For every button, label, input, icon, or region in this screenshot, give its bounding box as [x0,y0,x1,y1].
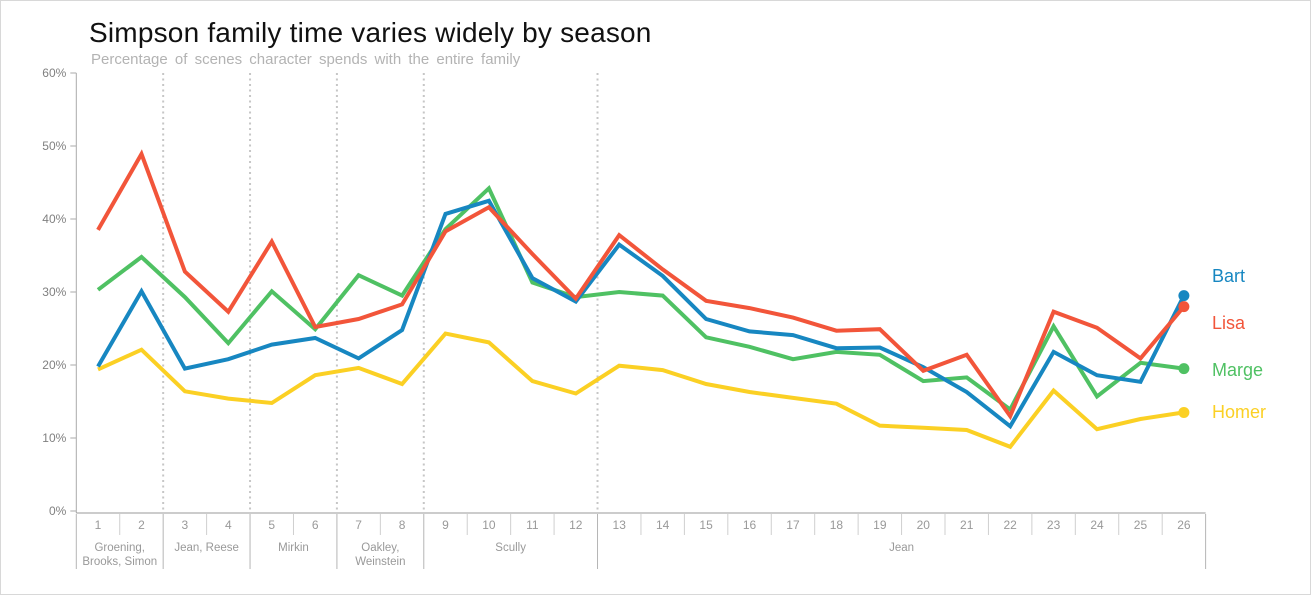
legend-label-bart: Bart [1212,265,1246,286]
showrunner-group-label: Jean, Reese [174,542,239,554]
y-axis-tick-label: 20% [42,358,66,372]
chart-subtitle: Percentage of scenes character spends wi… [91,51,521,68]
season-tick-label: 2 [138,518,145,532]
season-tick-label: 9 [442,518,449,532]
series-line-homer [97,331,1185,450]
end-dot-homer [1178,406,1190,418]
season-tick-label: 11 [526,518,539,532]
season-tick-label: 22 [1003,518,1017,532]
showrunner-group-label: Oakley, [361,542,399,554]
y-axis-tick-label: 10% [42,431,66,445]
showrunner-group-label: Groening, [94,542,145,554]
season-tick-label: 24 [1090,518,1104,532]
season-tick-label: 19 [873,518,887,532]
season-tick-label: 20 [917,518,931,532]
showrunner-group-label: Brooks, Simon [82,556,157,568]
season-tick-label: 3 [182,518,189,532]
end-dot-lisa [1178,301,1190,313]
legend-label-lisa: Lisa [1212,312,1246,333]
season-tick-label: 15 [699,518,713,532]
legend-label-homer: Homer [1212,402,1267,423]
season-tick-label: 17 [786,518,800,532]
season-tick-label: 12 [569,518,583,532]
y-axis-tick-label: 50% [42,139,66,153]
season-tick-label: 7 [355,518,362,532]
season-tick-label: 26 [1177,518,1191,532]
legend-label-marge: Marge [1212,359,1264,380]
showrunner-group-label: Weinstein [355,556,405,568]
season-tick-label: 21 [960,518,974,532]
y-axis-tick-label: 0% [49,504,67,518]
season-tick-label: 5 [268,518,275,532]
showrunner-group-label: Jean [889,542,914,554]
chart-title: Simpson family time varies widely by sea… [89,17,652,48]
season-tick-label: 16 [743,518,757,532]
season-tick-label: 13 [613,518,627,532]
season-tick-label: 25 [1134,518,1148,532]
series-line-bart [96,198,1186,430]
showrunner-group-label: Mirkin [278,542,309,554]
season-tick-label: 4 [225,518,232,532]
y-axis-tick-label: 30% [42,285,66,299]
y-axis-tick-label: 40% [42,212,66,226]
end-dot-marge [1178,363,1190,375]
season-tick-label: 23 [1047,518,1061,532]
y-axis-tick-label: 60% [42,66,66,80]
series-line-lisa [96,149,1186,421]
season-tick-label: 8 [399,518,406,532]
season-tick-label: 14 [656,518,670,532]
season-tick-label: 1 [95,518,102,532]
end-dot-bart [1178,290,1190,302]
showrunner-group-label: Scully [495,542,526,554]
season-tick-label: 6 [312,518,319,532]
season-tick-label: 18 [830,518,844,532]
series-line-marge [96,184,1185,413]
season-tick-label: 10 [482,518,496,532]
